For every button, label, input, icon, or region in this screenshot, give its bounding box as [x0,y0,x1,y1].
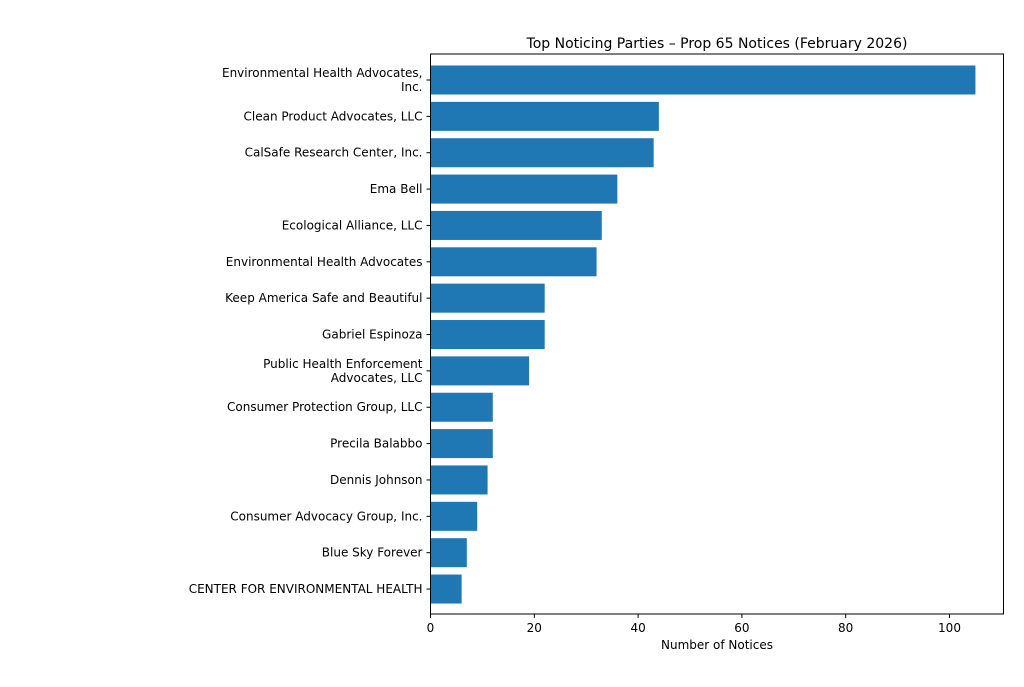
y-tick-label: Dennis Johnson [330,473,423,487]
x-tick-label: 40 [630,621,645,635]
y-tick-label: Ema Bell [370,182,423,196]
plot-frame [430,53,1004,615]
x-tick-label: 80 [838,621,853,635]
bar [430,283,545,313]
bar [430,247,597,277]
bar [430,174,618,204]
x-tick-label: 0 [427,621,435,635]
bar [430,138,654,168]
y-tick-label: Ecological Alliance, LLC [282,218,423,232]
bar [430,320,545,350]
y-tick-label: CalSafe Research Center, Inc. [245,146,423,160]
y-tick-label: Public Health Enforcement Advocates, LLC [263,357,423,385]
x-tick-label: 20 [527,621,542,635]
y-tick-label: Gabriel Espinoza [322,328,422,342]
bar [430,429,493,459]
y-tick-label: Consumer Protection Group, LLC [227,400,422,414]
chart-title: Top Noticing Parties – Prop 65 Notices (… [526,36,908,52]
bar [430,65,976,95]
y-tick-label: Blue Sky Forever [322,546,423,560]
bar [430,356,530,386]
y-tick-label: Precila Balabbo [330,437,422,451]
y-tick-label: Clean Product Advocates, LLC [244,109,423,123]
y-tick-label: Environmental Health Advocates, Inc. [222,66,423,94]
x-tick-label: 60 [734,621,749,635]
y-tick-label: Keep America Safe and Beautiful [225,291,422,305]
bar [430,501,478,531]
bar [430,538,467,568]
x-axis-label: Number of Notices [661,638,773,652]
bar [430,101,659,131]
y-tick-label: Environmental Health Advocates [226,255,423,269]
bar [430,465,488,495]
bar [430,210,602,240]
x-tick-label: 100 [938,621,961,635]
y-tick-label: CENTER FOR ENVIRONMENTAL HEALTH [189,582,423,596]
bar [430,574,462,604]
y-tick-label: Consumer Advocacy Group, Inc. [230,509,422,523]
bar [430,392,493,422]
